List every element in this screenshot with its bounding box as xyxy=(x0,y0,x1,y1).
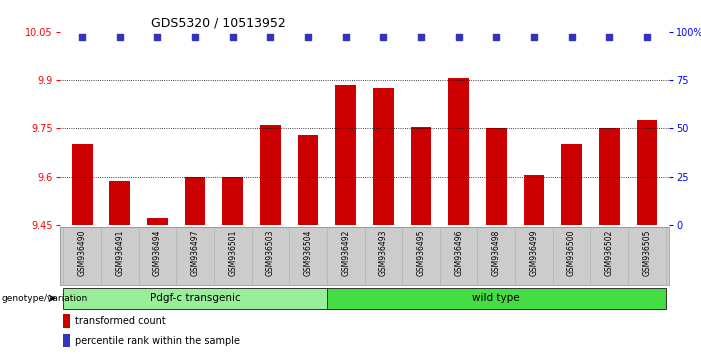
Text: GSM936490: GSM936490 xyxy=(78,229,87,276)
Point xyxy=(114,34,125,40)
Point xyxy=(378,34,389,40)
Bar xyxy=(562,144,582,225)
Bar xyxy=(327,288,666,309)
Text: GSM936500: GSM936500 xyxy=(567,229,576,276)
Point xyxy=(604,34,615,40)
Bar xyxy=(62,314,70,328)
Point xyxy=(529,34,540,40)
Point xyxy=(152,34,163,40)
Text: GSM936496: GSM936496 xyxy=(454,229,463,276)
Bar xyxy=(411,127,431,225)
Text: GSM936504: GSM936504 xyxy=(304,229,313,276)
Bar xyxy=(63,288,327,309)
Point xyxy=(566,34,577,40)
Text: genotype/variation: genotype/variation xyxy=(1,294,88,303)
Point xyxy=(491,34,502,40)
Text: GSM936503: GSM936503 xyxy=(266,229,275,276)
Text: Pdgf-c transgenic: Pdgf-c transgenic xyxy=(150,293,240,303)
Point xyxy=(265,34,276,40)
Point xyxy=(641,34,653,40)
Bar xyxy=(260,125,281,225)
Bar xyxy=(524,175,544,225)
Text: GSM936502: GSM936502 xyxy=(605,229,613,276)
Text: transformed count: transformed count xyxy=(75,316,165,326)
Text: GSM936495: GSM936495 xyxy=(416,229,426,276)
Point xyxy=(453,34,464,40)
Bar xyxy=(109,181,130,225)
Point xyxy=(416,34,427,40)
Bar xyxy=(373,88,394,225)
Point xyxy=(302,34,313,40)
Text: GSM936501: GSM936501 xyxy=(229,229,237,276)
Text: GSM936493: GSM936493 xyxy=(379,229,388,276)
Bar xyxy=(298,135,318,225)
Bar xyxy=(486,128,507,225)
Text: GSM936499: GSM936499 xyxy=(529,229,538,276)
Text: GSM936498: GSM936498 xyxy=(492,229,501,276)
Bar xyxy=(335,85,356,225)
Point xyxy=(340,34,351,40)
Bar xyxy=(62,334,70,347)
Bar xyxy=(637,120,658,225)
Point xyxy=(227,34,238,40)
Bar xyxy=(599,128,620,225)
Bar xyxy=(147,218,168,225)
Text: percentile rank within the sample: percentile rank within the sample xyxy=(75,336,240,346)
Point xyxy=(76,34,88,40)
Point xyxy=(189,34,200,40)
Bar xyxy=(185,177,205,225)
Text: GSM936505: GSM936505 xyxy=(642,229,651,276)
Text: GSM936491: GSM936491 xyxy=(116,229,124,276)
Text: GSM936497: GSM936497 xyxy=(191,229,200,276)
Bar xyxy=(448,79,469,225)
Bar xyxy=(222,177,243,225)
Text: wild type: wild type xyxy=(472,293,520,303)
Text: GDS5320 / 10513952: GDS5320 / 10513952 xyxy=(151,16,286,29)
Text: GSM936492: GSM936492 xyxy=(341,229,350,276)
Text: GSM936494: GSM936494 xyxy=(153,229,162,276)
Bar xyxy=(72,144,93,225)
